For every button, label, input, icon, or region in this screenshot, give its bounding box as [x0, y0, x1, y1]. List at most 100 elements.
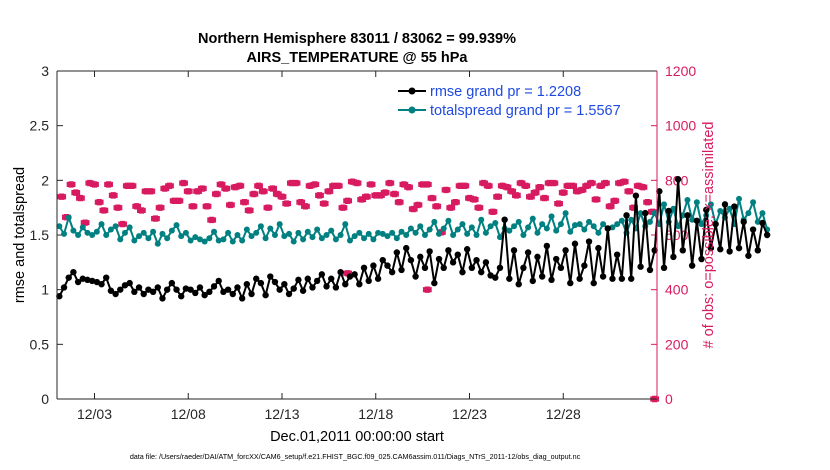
data-point — [496, 264, 504, 271]
data-point — [684, 197, 691, 204]
data-point — [600, 221, 607, 228]
data-point — [613, 251, 621, 258]
data-point — [417, 253, 424, 261]
data-point — [459, 268, 466, 276]
data-point — [463, 246, 471, 253]
obs-marker — [188, 203, 198, 210]
obs-marker — [385, 179, 395, 187]
data-point — [431, 218, 438, 225]
data-point — [571, 240, 579, 247]
data-point — [154, 284, 161, 291]
data-point — [478, 216, 485, 223]
data-point — [609, 224, 616, 231]
data-point — [295, 276, 302, 284]
data-point — [464, 230, 471, 237]
data-point — [628, 216, 635, 223]
data-point — [440, 264, 447, 271]
data-point — [473, 256, 480, 264]
obs-marker — [108, 192, 118, 199]
x-tick-label: 12/18 — [358, 406, 393, 422]
data-point — [164, 235, 171, 242]
data-point — [754, 247, 761, 254]
data-point — [454, 251, 461, 258]
data-point — [239, 237, 246, 244]
data-point — [323, 283, 330, 290]
data-point — [553, 227, 560, 234]
obs-marker — [76, 194, 85, 202]
data-point — [229, 238, 236, 245]
legend-spread-marker — [408, 106, 416, 114]
obs-marker — [535, 183, 545, 191]
data-point — [65, 274, 72, 281]
data-point — [745, 210, 752, 217]
data-point — [224, 286, 232, 293]
data-point — [314, 226, 321, 233]
obs-marker — [286, 179, 296, 187]
data-point — [684, 212, 691, 219]
data-point — [440, 225, 447, 232]
obs-marker — [465, 194, 474, 202]
obs-marker — [94, 199, 104, 206]
data-point — [721, 201, 729, 208]
data-point — [674, 176, 682, 183]
y-right-label: # of obs: o=possible; ×=assimilated — [701, 122, 717, 349]
data-point — [623, 212, 630, 219]
obs-marker — [183, 188, 193, 195]
data-point — [581, 262, 588, 269]
data-point — [201, 291, 208, 299]
data-point — [56, 223, 63, 230]
data-point — [656, 188, 663, 195]
data-point — [384, 262, 391, 269]
data-point — [717, 207, 724, 214]
y-left-label: rmse and totalspread — [12, 167, 28, 303]
data-point — [618, 217, 625, 224]
data-point — [257, 223, 264, 230]
obs-marker — [305, 182, 315, 190]
obs-marker — [99, 207, 109, 214]
obs-marker — [624, 188, 634, 195]
obs-marker — [558, 189, 568, 196]
obs-marker — [104, 181, 113, 188]
data-point — [646, 266, 654, 274]
obs-marker — [455, 182, 465, 190]
data-point — [595, 244, 602, 252]
data-point — [356, 229, 363, 236]
data-point — [192, 289, 199, 297]
data-point — [360, 264, 368, 271]
obs-marker — [296, 199, 306, 206]
data-point — [660, 264, 668, 271]
obs-marker — [366, 181, 376, 188]
data-point — [290, 238, 297, 245]
data-point — [131, 288, 138, 296]
obs-marker — [240, 199, 249, 206]
data-point — [173, 222, 180, 229]
data-point — [389, 229, 396, 236]
data-point — [590, 279, 597, 287]
obs-marker — [319, 200, 329, 207]
data-point — [149, 288, 157, 296]
data-point — [154, 240, 161, 247]
data-point — [140, 229, 147, 236]
obs-marker — [394, 199, 404, 206]
obs-marker — [361, 193, 371, 200]
data-point — [726, 205, 733, 212]
data-point — [361, 235, 368, 242]
data-point — [370, 236, 377, 243]
data-point — [576, 275, 583, 282]
data-point — [511, 223, 518, 230]
data-point — [248, 290, 255, 298]
data-point — [698, 255, 705, 263]
data-point — [313, 277, 321, 285]
data-point — [506, 275, 513, 282]
chart-title-line1: Northern Hemisphere 83011 / 83062 = 99.9… — [198, 31, 516, 47]
data-point — [206, 235, 213, 242]
data-point — [70, 268, 77, 276]
data-point — [276, 221, 283, 228]
data-point — [112, 223, 119, 230]
x-tick-label: 12/13 — [264, 406, 299, 422]
obs-marker — [174, 197, 184, 205]
y-right-tick-label: 200 — [665, 336, 689, 352]
data-point — [693, 217, 701, 224]
x-axis-label: Dec.01,2011 00:00:00 start — [270, 429, 444, 445]
data-point — [496, 234, 503, 241]
